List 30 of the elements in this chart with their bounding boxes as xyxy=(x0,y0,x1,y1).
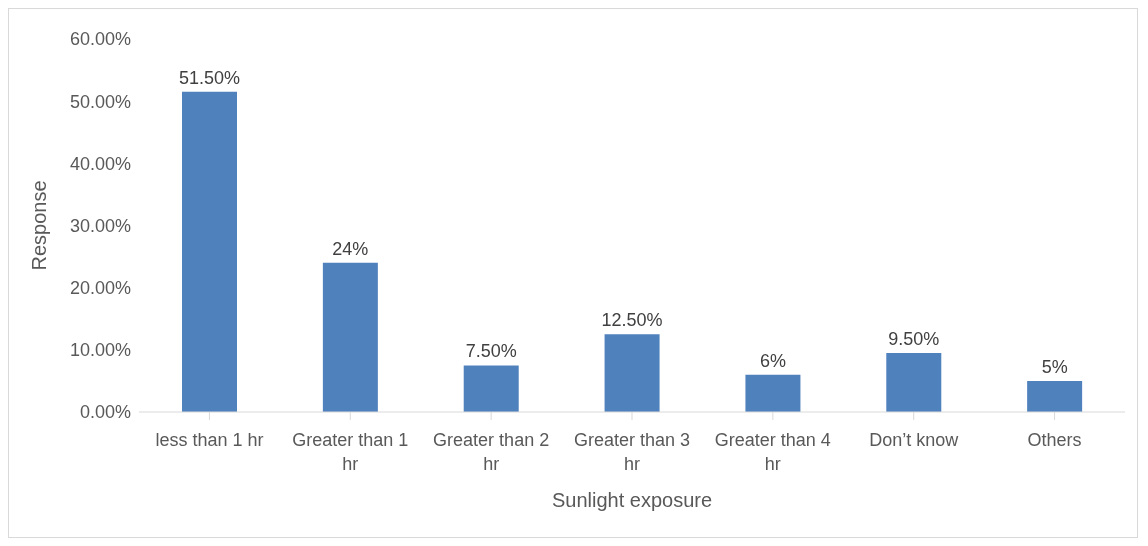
data-label: 51.50% xyxy=(178,67,241,88)
x-tick-label: Greater than 4 hr xyxy=(714,430,831,474)
y-tick-label: 20.00% xyxy=(69,278,131,299)
x-axis-title: Sunlight exposure xyxy=(551,489,713,511)
x-tick-label: less than 1 hr xyxy=(155,430,264,450)
bar xyxy=(182,91,237,412)
x-tick-label: Don’t know xyxy=(869,430,960,450)
data-label: 5% xyxy=(1041,356,1068,377)
y-tick-label: 30.00% xyxy=(69,215,131,236)
y-tick-label: 50.00% xyxy=(69,91,131,112)
data-label: 7.50% xyxy=(465,341,517,362)
y-tick-label: 40.00% xyxy=(69,153,131,174)
x-tick-label: Greater than 3 hr xyxy=(573,430,691,474)
bar xyxy=(1027,380,1083,412)
bar xyxy=(463,365,519,412)
data-label: 24% xyxy=(332,238,369,259)
bar xyxy=(886,352,942,412)
x-tick-label: Others xyxy=(1027,430,1082,450)
y-tick-label: 60.00% xyxy=(69,29,131,50)
x-tick-label: Greater than 2 hr xyxy=(433,430,550,474)
bar xyxy=(745,374,801,412)
data-label: 12.50% xyxy=(601,310,663,331)
y-tick-label: 10.00% xyxy=(69,340,131,361)
bar xyxy=(322,262,378,412)
data-label: 6% xyxy=(759,350,786,371)
data-label: 9.50% xyxy=(888,328,940,349)
y-axis-title: Response xyxy=(28,180,51,271)
bar xyxy=(604,334,660,412)
x-tick-label: Greater than 1 hr xyxy=(292,430,409,474)
y-tick-label: 0.00% xyxy=(79,402,131,423)
